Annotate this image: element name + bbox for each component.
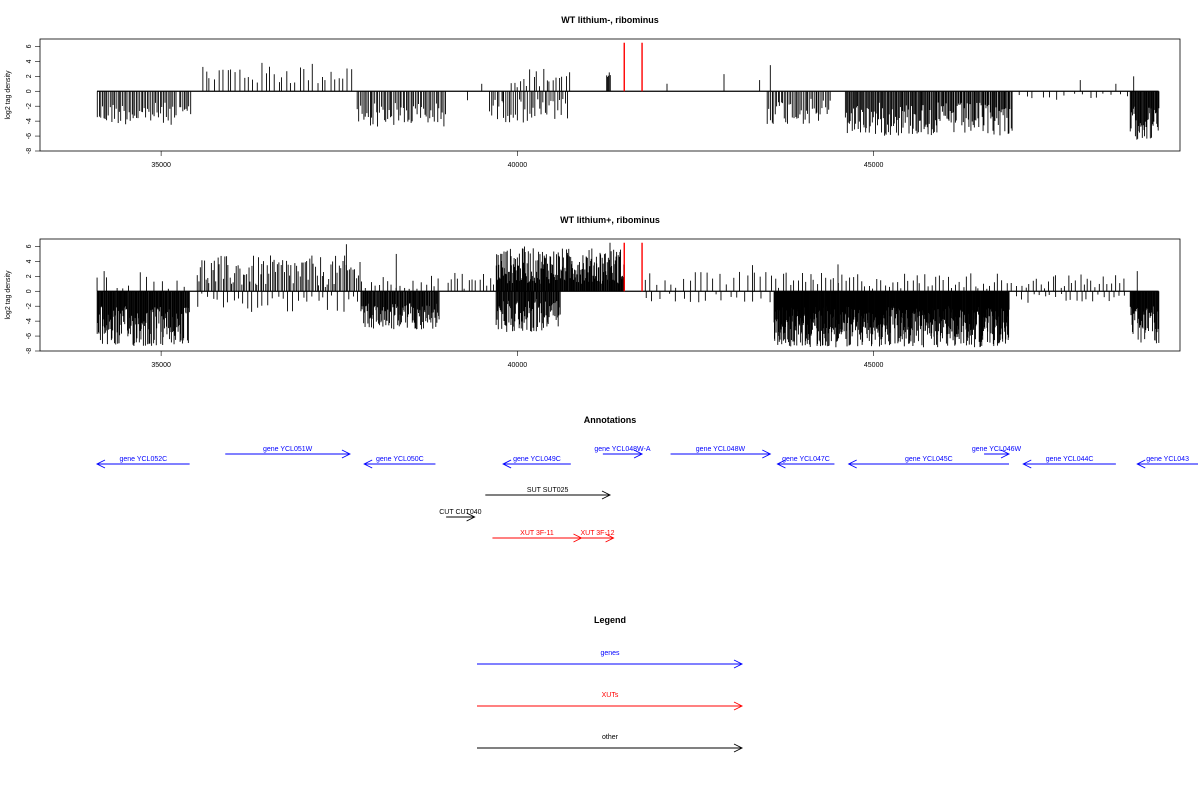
legend-label: XUTs	[602, 692, 619, 699]
annotation-feature: SUT SUT025	[485, 487, 612, 500]
legend-entry: other	[477, 734, 744, 753]
legend-label: other	[602, 734, 619, 741]
y-tick-label: 4	[26, 259, 33, 263]
feature-arrow-head	[1136, 459, 1146, 469]
annotation-feature: gene YCL052C	[95, 456, 190, 469]
x-tick-label: 35000	[151, 362, 171, 369]
feature-arrow-head	[1000, 449, 1011, 459]
feature-arrow-head	[363, 459, 373, 469]
y-tick-label: 4	[26, 59, 33, 63]
annotation-feature: gene YCL050C	[363, 456, 436, 469]
legend-entry: genes	[477, 650, 744, 669]
x-tick-label: 40000	[508, 362, 528, 369]
annotation-feature: gene YCL045C	[847, 456, 1009, 469]
feature-label: gene YCL051W	[263, 446, 313, 453]
feature-label: gene YCL044C	[1046, 456, 1094, 463]
feature-arrow-head	[605, 533, 615, 543]
y-tick-label: 6	[26, 244, 33, 248]
feature-label: CUT CUT040	[439, 509, 481, 516]
y-tick-label: 2	[26, 274, 33, 278]
feature-arrow-head	[847, 459, 857, 469]
legend-entry: XUTs	[477, 692, 744, 711]
track-panel-lithium-plus: WT lithium+, ribominus log2 tag density 6 4…	[5, 215, 1181, 369]
feature-arrow-head	[95, 459, 106, 469]
y-axis-label: log2 tag density	[5, 70, 12, 120]
feature-label: gene YCL052C	[119, 456, 167, 463]
chart-title: WT lithium-, ribominus	[561, 15, 659, 25]
annotations-title: Annotations	[584, 415, 637, 425]
legend-arrow-head	[733, 659, 744, 669]
y-tick-label: -4	[26, 318, 33, 324]
y-tick-label: -6	[26, 133, 33, 139]
x-tick-label: 40000	[508, 162, 528, 169]
y-tick-label: -8	[26, 348, 33, 354]
legend-title: Legend	[594, 615, 626, 625]
feature-label: XUT 3F-11	[520, 530, 554, 537]
annotation-feature: CUT CUT040	[439, 509, 482, 522]
y-tick-label: 0	[26, 89, 33, 93]
legend-panel: Legend genes XUTs other	[477, 615, 744, 753]
feature-arrow-head	[502, 459, 512, 469]
feature-label: gene YCL047C	[782, 456, 830, 463]
y-tick-label: -2	[26, 303, 33, 309]
feature-arrow-head	[762, 449, 772, 459]
annotations-panel: Annotations gene YCL052C gene YCL051W gene…	[95, 415, 1198, 543]
feature-label: XUT 3F-12	[580, 530, 614, 537]
annotation-feature: gene YCL051W	[225, 446, 351, 459]
annotation-feature: gene YCL048W-A	[594, 446, 651, 459]
plot-frame	[39, 38, 1181, 152]
annotation-feature: gene YCL047C	[776, 456, 835, 469]
feature-label: gene YCL048W-A	[594, 446, 650, 453]
feature-label: gene YCL048W	[696, 446, 746, 453]
y-axis-label: log2 tag density	[5, 270, 12, 320]
x-tick-label: 45000	[864, 362, 884, 369]
annotation-feature: gene YCL048W	[670, 446, 772, 459]
feature-arrow-head	[633, 449, 644, 459]
x-tick-label: 45000	[864, 162, 884, 169]
x-tick-label: 35000	[151, 162, 171, 169]
feature-arrow-head	[601, 490, 612, 500]
feature-arrow-head	[341, 449, 351, 459]
feature-arrow-head	[776, 459, 786, 469]
y-tick-label: -8	[26, 148, 33, 154]
feature-label: gene YCL043	[1146, 456, 1189, 463]
y-tick-label: 2	[26, 74, 33, 78]
feature-label: gene YCL050C	[376, 456, 424, 463]
legend-arrow-head	[733, 743, 744, 753]
y-tick-label: -4	[26, 118, 33, 124]
annotation-feature: gene YCL046W	[972, 446, 1022, 459]
annotation-feature: XUT 3F-11	[492, 530, 583, 543]
annotation-feature: gene YCL043	[1136, 456, 1198, 469]
track-panel-lithium-minus: WT lithium-, ribominus log2 tag density 6 4…	[5, 15, 1181, 169]
feature-arrow-head	[466, 512, 476, 522]
feature-label: gene YCL046W	[972, 446, 1022, 453]
y-tick-label: 6	[26, 44, 33, 48]
legend-label: genes	[600, 650, 620, 657]
annotation-feature: gene YCL044C	[1022, 456, 1116, 469]
feature-label: gene YCL049C	[513, 456, 561, 463]
feature-label: SUT SUT025	[527, 487, 569, 494]
annotation-feature: XUT 3F-12	[580, 530, 615, 543]
plot-frame	[39, 238, 1181, 352]
y-tick-label: -6	[26, 333, 33, 339]
y-tick-label: 0	[26, 289, 33, 293]
chart-title: WT lithium+, ribominus	[560, 215, 660, 225]
feature-arrow-head	[1022, 459, 1032, 469]
feature-label: gene YCL045C	[905, 456, 953, 463]
legend-arrow-head	[733, 701, 744, 711]
y-tick-label: -2	[26, 103, 33, 109]
annotation-feature: gene YCL049C	[502, 456, 571, 469]
